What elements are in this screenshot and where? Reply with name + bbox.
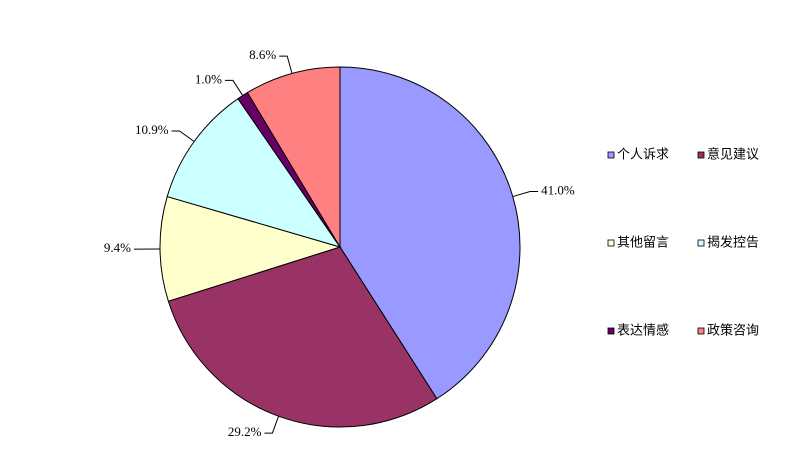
legend-swatch [607, 151, 615, 159]
legend-label: 个人诉求 [617, 146, 669, 161]
legend-label: 意见建议 [707, 146, 759, 161]
value-label: 8.6% [249, 47, 276, 62]
legend-swatch [607, 239, 615, 247]
legend-label: 其他留言 [617, 234, 669, 249]
leader-line [264, 416, 280, 434]
legend-label: 表达情感 [617, 322, 669, 337]
legend-label: 政策咨询 [707, 322, 759, 337]
legend-swatch [607, 327, 615, 335]
pie-slice [246, 66, 341, 249]
value-label: 29.2% [228, 424, 262, 439]
leader-line [224, 79, 244, 96]
value-label: 9.4% [104, 240, 131, 255]
pie-slice [339, 66, 521, 400]
leader-line [512, 191, 539, 198]
leader-line [279, 55, 293, 74]
value-label: 41.0% [541, 182, 575, 197]
leader-line [171, 130, 195, 142]
value-label: 10.9% [135, 122, 169, 137]
pie-slice [167, 246, 438, 428]
legend-swatch [697, 327, 705, 335]
value-label: 1.0% [195, 71, 222, 86]
legend-label: 揭发控告 [707, 234, 759, 249]
legend-swatch [697, 151, 705, 159]
pie-slice [166, 98, 342, 248]
pie-slice [159, 195, 342, 302]
legend-swatch [697, 239, 705, 247]
